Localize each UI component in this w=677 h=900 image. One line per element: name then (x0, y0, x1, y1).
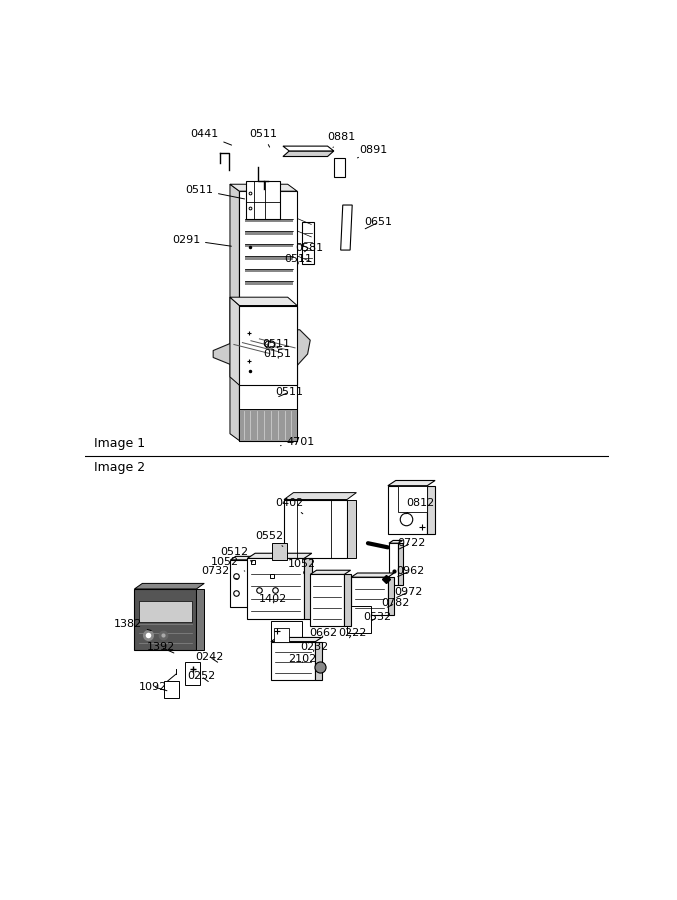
Text: 1052: 1052 (211, 557, 245, 572)
Polygon shape (196, 589, 204, 650)
Polygon shape (244, 281, 293, 284)
Text: 0732: 0732 (202, 566, 238, 580)
Polygon shape (230, 297, 297, 305)
Polygon shape (345, 574, 351, 626)
Polygon shape (303, 222, 314, 264)
Polygon shape (256, 560, 261, 607)
Text: 0812: 0812 (406, 498, 435, 514)
Text: 0511: 0511 (185, 184, 244, 199)
Text: 0511: 0511 (262, 338, 290, 348)
Polygon shape (246, 181, 280, 219)
Text: 0252: 0252 (187, 671, 215, 681)
Text: 0242: 0242 (195, 652, 223, 662)
Polygon shape (334, 158, 345, 177)
Text: 1382: 1382 (114, 619, 151, 631)
Polygon shape (388, 577, 394, 616)
Polygon shape (389, 544, 398, 585)
Polygon shape (240, 410, 297, 441)
Polygon shape (271, 637, 322, 642)
Text: 0662: 0662 (309, 628, 337, 638)
Polygon shape (244, 231, 293, 235)
Polygon shape (274, 628, 289, 642)
Polygon shape (135, 583, 204, 589)
Polygon shape (213, 329, 310, 372)
Polygon shape (398, 544, 403, 585)
Polygon shape (244, 244, 293, 248)
Polygon shape (240, 191, 297, 441)
Polygon shape (398, 486, 427, 512)
Polygon shape (230, 184, 297, 191)
Polygon shape (351, 573, 394, 577)
Text: 0891: 0891 (357, 145, 387, 158)
Polygon shape (283, 146, 334, 151)
Polygon shape (244, 219, 293, 222)
Polygon shape (310, 574, 345, 626)
Text: 0532: 0532 (364, 612, 391, 623)
Polygon shape (230, 556, 261, 560)
Polygon shape (247, 554, 312, 558)
Text: 1052: 1052 (288, 559, 316, 573)
Text: 0222: 0222 (338, 628, 366, 638)
Polygon shape (388, 486, 427, 535)
Text: 0962: 0962 (396, 566, 424, 577)
Polygon shape (139, 601, 192, 623)
Text: 0512: 0512 (220, 546, 253, 562)
Polygon shape (271, 621, 303, 640)
Polygon shape (240, 305, 297, 385)
Text: Image 2: Image 2 (94, 462, 145, 474)
Polygon shape (351, 577, 388, 616)
Polygon shape (284, 500, 347, 558)
Polygon shape (284, 492, 356, 500)
Text: 2102: 2102 (288, 654, 316, 664)
Text: 0511: 0511 (249, 130, 277, 147)
Polygon shape (283, 151, 334, 157)
Polygon shape (165, 681, 179, 698)
Polygon shape (272, 543, 287, 560)
Text: 1392: 1392 (147, 643, 175, 653)
Text: 0552: 0552 (255, 531, 284, 546)
Polygon shape (347, 606, 370, 634)
Text: 4701: 4701 (280, 437, 315, 447)
Polygon shape (388, 481, 435, 486)
Text: 0511: 0511 (276, 387, 303, 397)
Polygon shape (310, 571, 351, 574)
Polygon shape (341, 205, 352, 250)
Polygon shape (135, 589, 196, 650)
Text: 0782: 0782 (381, 598, 410, 608)
Polygon shape (315, 642, 322, 680)
Text: 0581: 0581 (295, 243, 323, 253)
Text: 1092: 1092 (139, 681, 167, 692)
Polygon shape (244, 256, 293, 260)
Text: Image 1: Image 1 (94, 437, 145, 450)
Text: 1402: 1402 (259, 594, 286, 604)
Polygon shape (247, 558, 304, 619)
Polygon shape (304, 558, 312, 619)
Polygon shape (389, 540, 403, 544)
Text: 0651: 0651 (364, 217, 393, 229)
Polygon shape (230, 297, 240, 385)
Polygon shape (271, 642, 315, 680)
Text: 0232: 0232 (301, 643, 328, 652)
Text: 0881: 0881 (328, 132, 356, 148)
Text: 0151: 0151 (264, 349, 292, 359)
Polygon shape (244, 269, 293, 272)
Polygon shape (185, 662, 200, 685)
Polygon shape (427, 486, 435, 535)
Text: 0511: 0511 (284, 254, 312, 264)
Text: 0722: 0722 (397, 538, 425, 549)
Polygon shape (230, 184, 240, 441)
Polygon shape (347, 500, 356, 558)
Text: 0291: 0291 (172, 235, 232, 247)
Text: 0402: 0402 (275, 498, 303, 514)
Text: 0441: 0441 (190, 130, 232, 145)
Text: 0972: 0972 (395, 587, 423, 598)
Polygon shape (230, 560, 256, 607)
